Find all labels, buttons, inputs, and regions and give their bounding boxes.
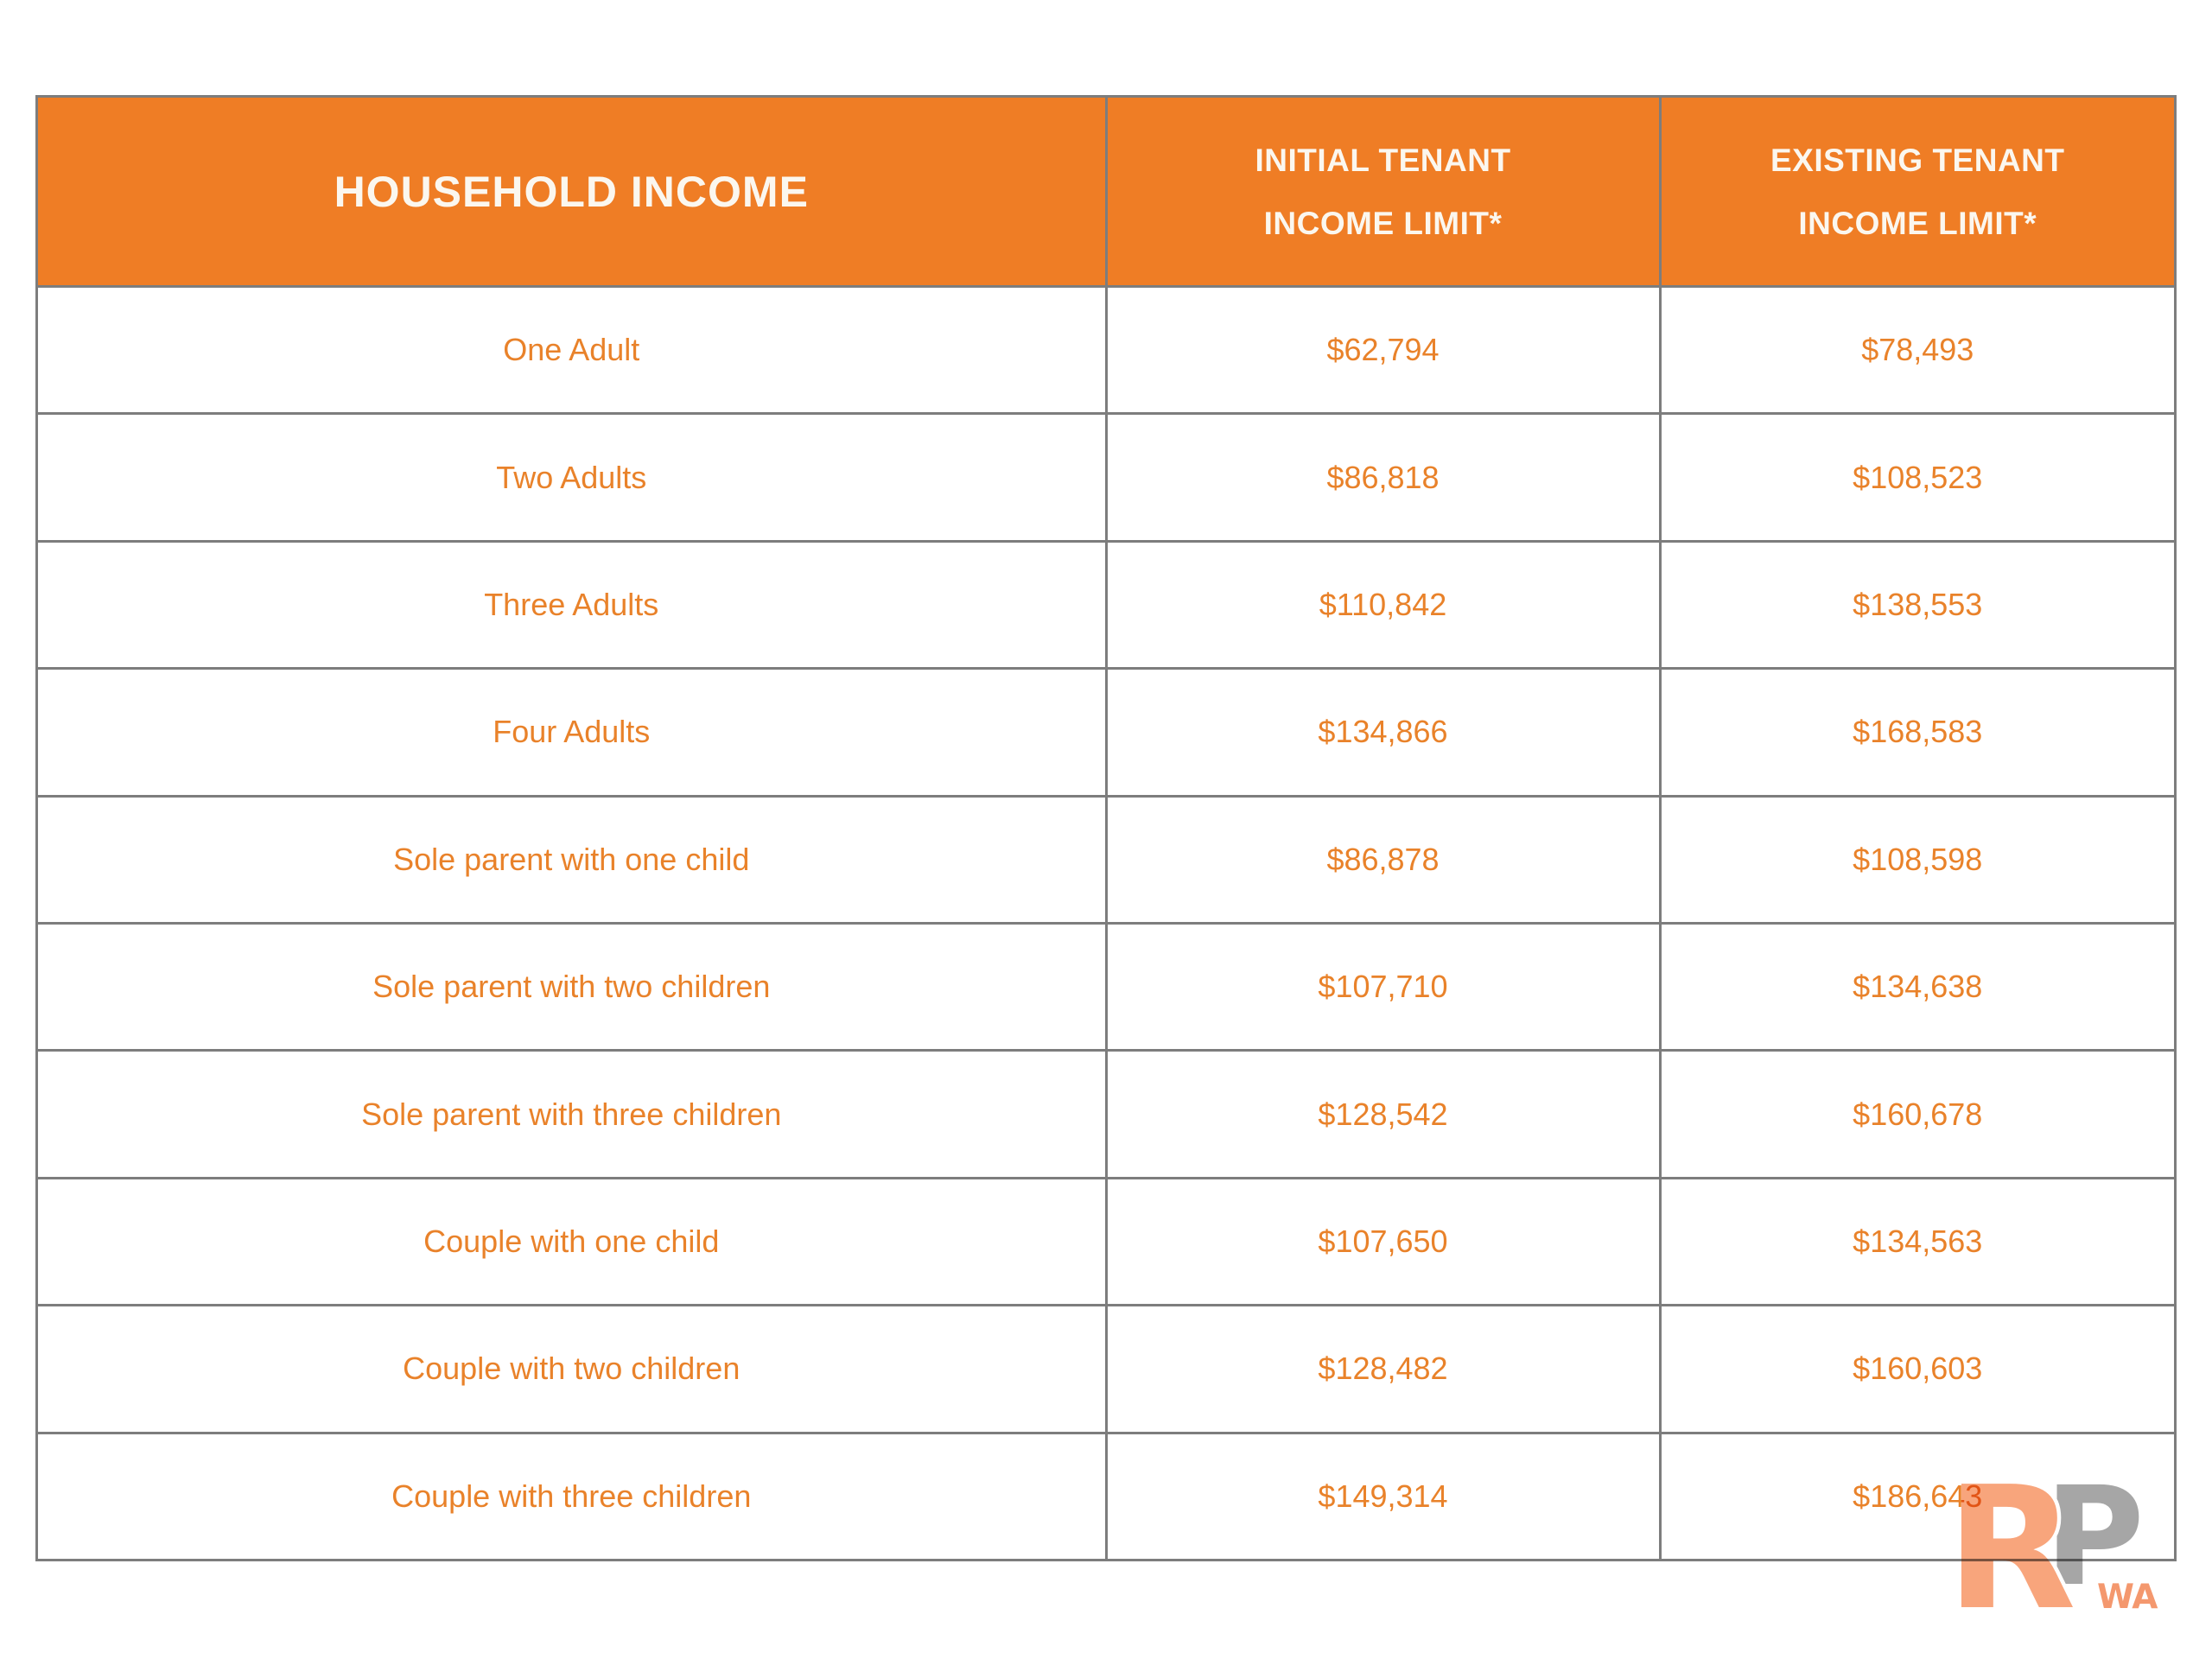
- column-header-household-income: HOUSEHOLD INCOME: [35, 95, 1108, 288]
- initial-limit-cell: $86,818: [1104, 412, 1662, 543]
- initial-limit-cell: $107,710: [1104, 921, 1662, 1052]
- existing-limit-cell: $134,638: [1658, 921, 2177, 1052]
- existing-limit-cell: $108,523: [1658, 412, 2177, 543]
- initial-limit-cell: $86,878: [1104, 794, 1662, 925]
- household-type-cell: Four Adults: [35, 667, 1108, 798]
- header-line: INITIAL TENANT: [1255, 142, 1511, 178]
- initial-limit-cell: $128,482: [1104, 1304, 1662, 1434]
- initial-limit-cell: $107,650: [1104, 1176, 1662, 1307]
- initial-limit-cell: $62,794: [1104, 284, 1662, 416]
- initial-limit-cell: $110,842: [1104, 539, 1662, 671]
- household-type-cell: Couple with two children: [35, 1304, 1108, 1434]
- existing-limit-cell: $134,563: [1658, 1176, 2177, 1307]
- table-row: Couple with two children $128,482 $160,6…: [35, 1304, 2177, 1434]
- income-limits-table: HOUSEHOLD INCOME INITIAL TENANT INCOME L…: [35, 95, 2177, 1562]
- household-type-cell: Two Adults: [35, 412, 1108, 543]
- household-type-cell: Sole parent with three children: [35, 1049, 1108, 1179]
- initial-limit-cell: $128,542: [1104, 1049, 1662, 1179]
- table-body: One Adult $62,794 $78,493 Two Adults $86…: [35, 284, 2177, 1562]
- table-row: Four Adults $134,866 $168,583: [35, 667, 2177, 798]
- household-type-cell: Three Adults: [35, 539, 1108, 671]
- existing-limit-cell: $160,678: [1658, 1049, 2177, 1179]
- household-type-cell: Sole parent with two children: [35, 921, 1108, 1052]
- household-type-cell: Couple with three children: [35, 1431, 1108, 1562]
- logo-letters-wa: WA: [2097, 1578, 2158, 1617]
- existing-limit-cell: $160,603: [1658, 1304, 2177, 1434]
- existing-limit-cell: $168,583: [1658, 667, 2177, 798]
- header-line: INCOME LIMIT*: [1263, 205, 1503, 241]
- column-header-initial-tenant-limit: INITIAL TENANT INCOME LIMIT*: [1104, 95, 1662, 288]
- table-row: Three Adults $110,842 $138,553: [35, 539, 2177, 671]
- header-line: INCOME LIMIT*: [1798, 205, 2037, 241]
- existing-limit-cell: $186,643: [1658, 1431, 2177, 1562]
- table-row: Couple with one child $107,650 $134,563: [35, 1176, 2177, 1307]
- column-header-existing-tenant-limit: EXISTING TENANT INCOME LIMIT*: [1658, 95, 2177, 288]
- existing-limit-cell: $78,493: [1658, 284, 2177, 416]
- table-row: One Adult $62,794 $78,493: [35, 284, 2177, 416]
- household-type-cell: Couple with one child: [35, 1176, 1108, 1307]
- header-line: EXISTING TENANT: [1770, 142, 2065, 178]
- table-row: Couple with three children $149,314 $186…: [35, 1431, 2177, 1562]
- initial-limit-cell: $134,866: [1104, 667, 1662, 798]
- table-row: Sole parent with two children $107,710 $…: [35, 921, 2177, 1052]
- initial-limit-cell: $149,314: [1104, 1431, 1662, 1562]
- table-row: Two Adults $86,818 $108,523: [35, 412, 2177, 543]
- income-limits-table-container: HOUSEHOLD INCOME INITIAL TENANT INCOME L…: [35, 95, 2177, 1562]
- header-row: HOUSEHOLD INCOME INITIAL TENANT INCOME L…: [35, 95, 2177, 288]
- table-row: Sole parent with one child $86,878 $108,…: [35, 794, 2177, 925]
- household-type-cell: Sole parent with one child: [35, 794, 1108, 925]
- table-header: HOUSEHOLD INCOME INITIAL TENANT INCOME L…: [35, 95, 2177, 288]
- existing-limit-cell: $108,598: [1658, 794, 2177, 925]
- existing-limit-cell: $138,553: [1658, 539, 2177, 671]
- household-type-cell: One Adult: [35, 284, 1108, 416]
- table-row: Sole parent with three children $128,542…: [35, 1049, 2177, 1179]
